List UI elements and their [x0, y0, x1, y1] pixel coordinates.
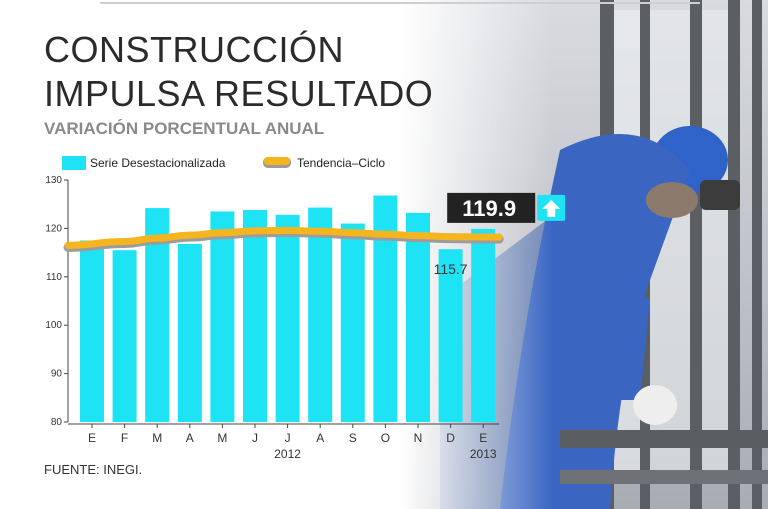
- bar: [177, 243, 202, 422]
- legend-label-trend: Tendencia–Ciclo: [297, 156, 385, 170]
- bar: [308, 207, 333, 422]
- bar: [243, 210, 267, 422]
- bar: [406, 212, 430, 422]
- y-tick-label: 120: [45, 223, 62, 234]
- bar: [210, 211, 235, 422]
- y-tick-label: 110: [46, 272, 62, 283]
- bar: [438, 249, 463, 422]
- bars: [80, 195, 496, 422]
- bar: [471, 228, 496, 422]
- x-tick-label: A: [316, 431, 324, 445]
- x-axis: E F M A M J J A S O N D E 2012 2013: [68, 423, 500, 461]
- y-axis: 80 90 100 110 120 130: [45, 175, 69, 428]
- x-tick-label: E: [479, 431, 487, 445]
- x-tick-label: O: [381, 431, 390, 445]
- year-label: 2013: [470, 447, 497, 461]
- callout-box: [447, 192, 536, 223]
- bar: [112, 250, 137, 422]
- year-label: 2012: [274, 447, 301, 461]
- y-tick-label: 130: [45, 175, 62, 186]
- bar: [80, 240, 104, 422]
- y-tick-label: 90: [51, 369, 63, 380]
- min-value-label: 115.7: [434, 261, 468, 277]
- x-tick-label: M: [217, 431, 227, 445]
- legend-swatch-bar: [62, 156, 86, 170]
- bar: [373, 195, 398, 422]
- trend-line-path: [64, 226, 503, 249]
- x-tick-label: J: [252, 431, 258, 445]
- callout-value: 119.9: [462, 196, 516, 221]
- chart-subtitle: VARIACIÓN PORCENTUAL ANUAL: [44, 119, 325, 138]
- x-tick-label: F: [121, 431, 128, 445]
- y-tick-label: 80: [51, 417, 63, 428]
- arrow-up-icon: [542, 199, 561, 217]
- x-tick-label: N: [414, 431, 423, 445]
- legend: Serie Desestacionalizada Tendencia–Ciclo: [62, 156, 385, 170]
- x-tick-label: S: [349, 431, 357, 445]
- bar: [275, 214, 300, 422]
- y-tick-label: 100: [45, 320, 62, 331]
- bar: [340, 223, 365, 422]
- x-tick-label: M: [152, 431, 162, 445]
- source-note: FUENTE: INEGI.: [44, 462, 143, 477]
- x-tick-label: A: [186, 431, 194, 445]
- x-tick-label: J: [285, 431, 291, 445]
- x-tick-label: E: [88, 431, 96, 445]
- trend-line: [63, 226, 504, 252]
- page-title: CONSTRUCCIÓN IMPULSA RESULTADO: [44, 29, 434, 114]
- legend-swatch-trend: [264, 157, 290, 165]
- annotations: 115.7 119.9: [434, 192, 566, 277]
- x-tick-label: D: [446, 431, 455, 445]
- legend-label-bar: Serie Desestacionalizada: [90, 156, 226, 170]
